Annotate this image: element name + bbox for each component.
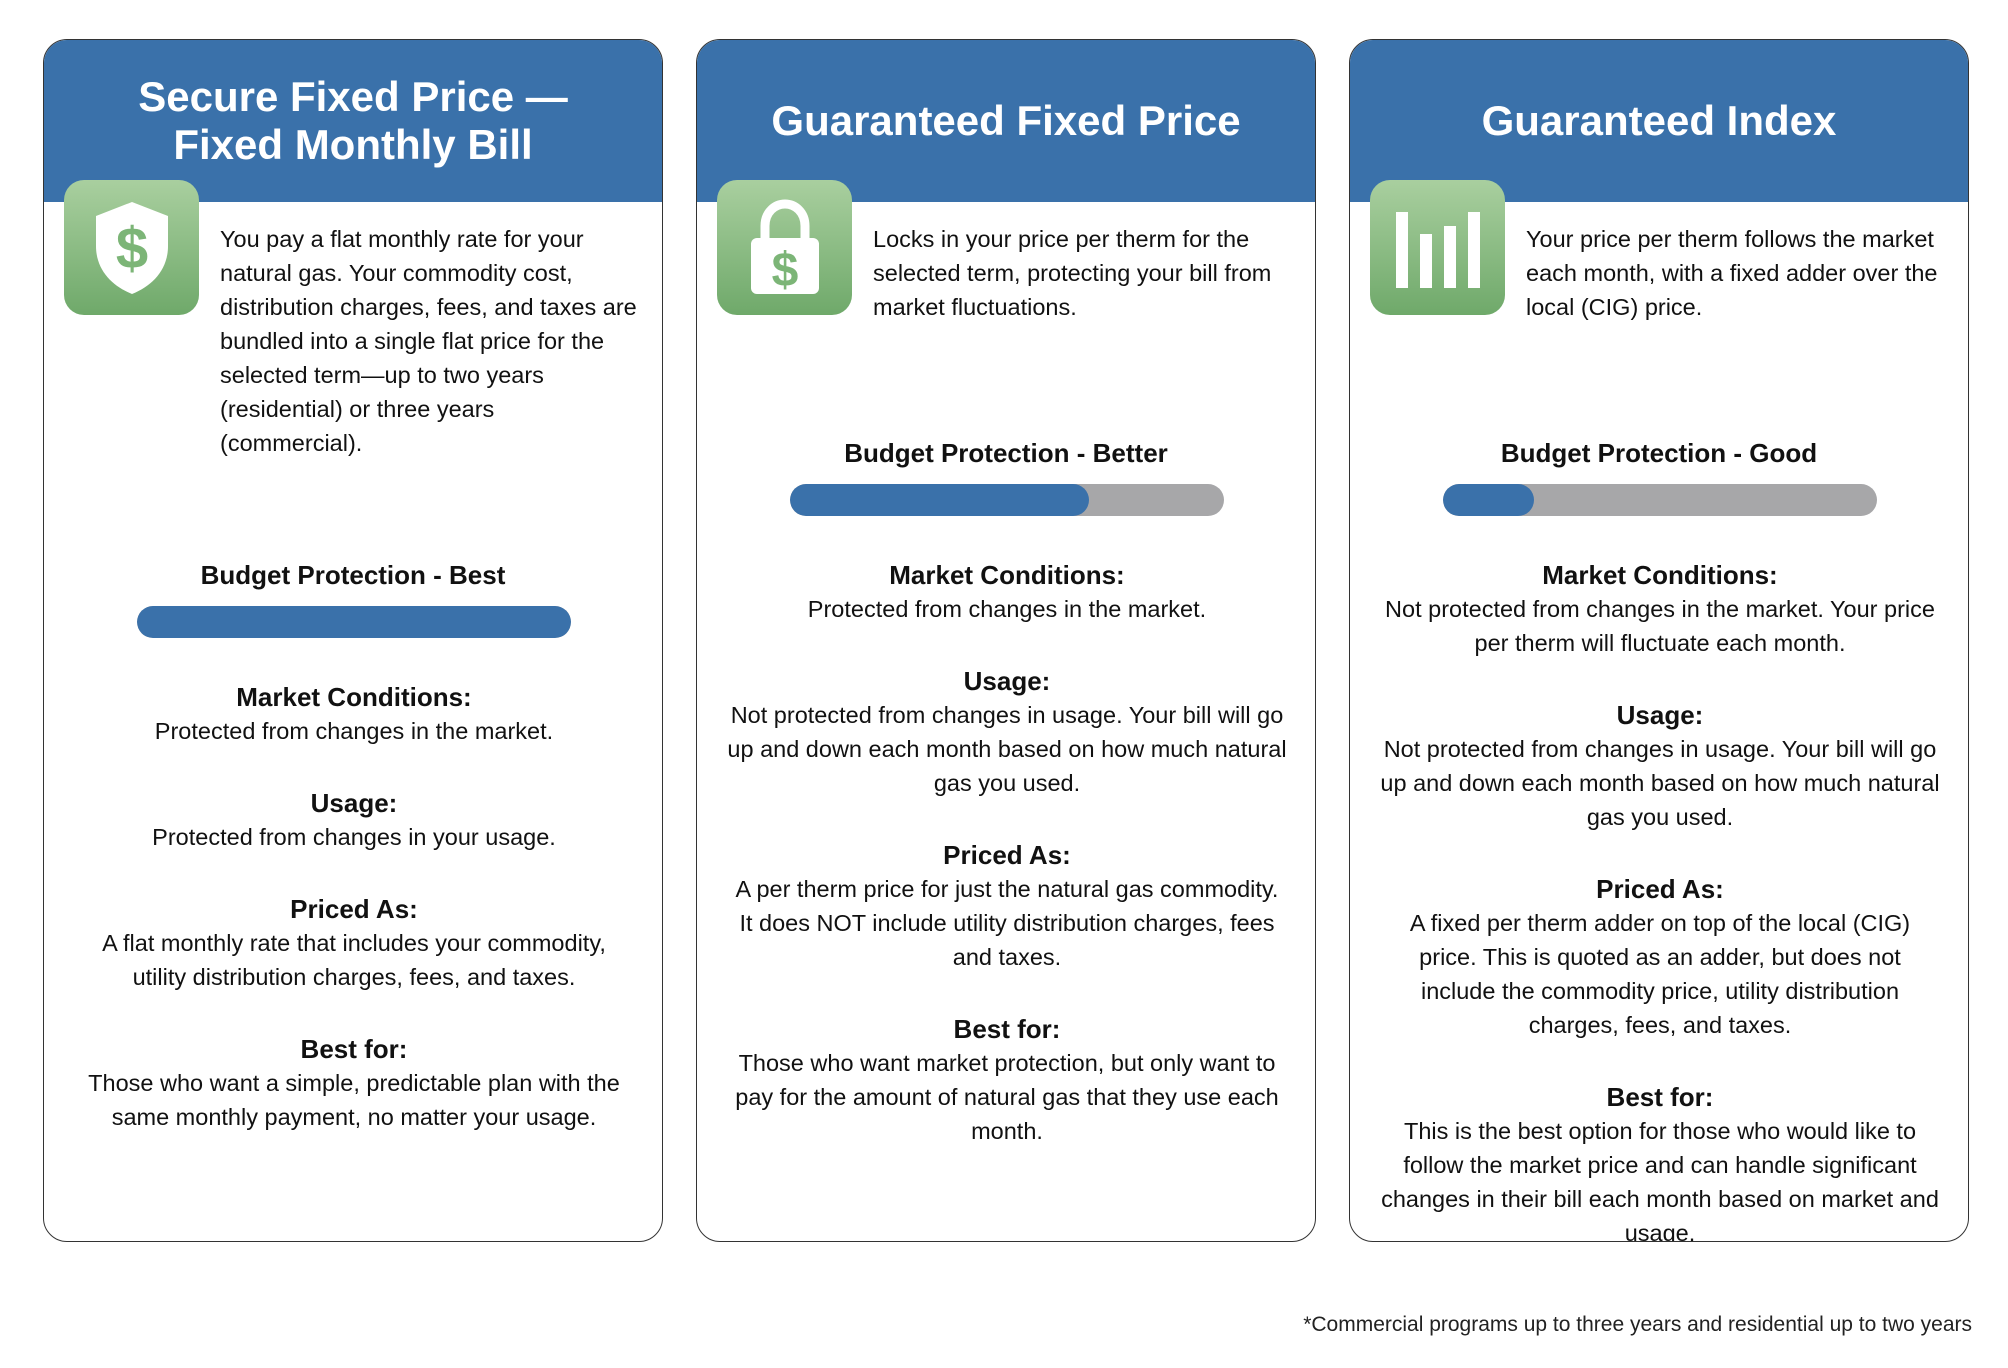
plan-card-guaranteed-index: Guaranteed Index Your price per therm fo…: [1349, 39, 1969, 1242]
usage-section: Usage: Not protected from changes in usa…: [727, 664, 1287, 800]
plan-card-secure-fixed-price: Secure Fixed Price — Fixed Monthly Bill …: [43, 39, 663, 1242]
best-for-section: Best for: Those who want a simple, predi…: [74, 1032, 634, 1134]
usage-text: Not protected from changes in usage. You…: [1380, 736, 1940, 830]
budget-protection-label: Budget Protection - Good: [1500, 438, 1818, 468]
usage-section: Usage: Not protected from changes in usa…: [1380, 698, 1940, 834]
priced-as-section: Priced As: A per therm price for just th…: [727, 838, 1287, 974]
market-conditions-text: Protected from changes in the market.: [154, 718, 554, 744]
svg-text:$: $: [771, 244, 798, 297]
priced-as-heading: Priced As:: [943, 840, 1071, 870]
best-for-text: Those who want market protection, but on…: [735, 1050, 1279, 1144]
plan-card-guaranteed-fixed-price: Guaranteed Fixed Price $ Locks in your p…: [696, 39, 1316, 1242]
market-conditions-section: Market Conditions: Not protected from ch…: [1380, 558, 1940, 660]
market-conditions-heading: Market Conditions:: [889, 560, 1125, 590]
footnote: *Commercial programs up to three years a…: [1303, 1313, 1972, 1336]
priced-as-section: Priced As: A fixed per therm adder on to…: [1380, 872, 1940, 1042]
usage-heading: Usage:: [310, 788, 398, 818]
bar-chart-icon: [1370, 180, 1505, 315]
market-conditions-heading: Market Conditions:: [1542, 560, 1778, 590]
lock-dollar-icon: $: [717, 180, 852, 315]
best-for-heading: Best for:: [953, 1014, 1061, 1044]
budget-protection-bar: [1443, 484, 1877, 516]
budget-protection-bar: [790, 484, 1224, 516]
budget-protection-fill: [137, 606, 571, 638]
market-conditions-text: Not protected from changes in the market…: [1385, 596, 1935, 656]
best-for-section: Best for: Those who want market protecti…: [727, 1012, 1287, 1148]
usage-heading: Usage:: [1616, 700, 1704, 730]
best-for-section: Best for: This is the best option for th…: [1380, 1080, 1940, 1242]
best-for-heading: Best for:: [300, 1034, 408, 1064]
budget-protection-label: Budget Protection - Better: [844, 438, 1168, 468]
usage-heading: Usage:: [963, 666, 1051, 696]
shield-dollar-icon: $: [64, 180, 199, 315]
usage-text: Not protected from changes in usage. You…: [727, 702, 1287, 796]
card-intro: You pay a flat monthly rate for your nat…: [220, 226, 637, 456]
card-title: Guaranteed Fixed Price: [697, 40, 1315, 202]
market-conditions-text: Protected from changes in the market.: [807, 596, 1207, 622]
budget-protection-bar: [137, 606, 571, 638]
market-conditions-section: Market Conditions: Protected from change…: [74, 680, 634, 748]
priced-as-heading: Priced As:: [290, 894, 418, 924]
usage-text: Protected from changes in your usage.: [152, 824, 556, 850]
market-conditions-section: Market Conditions: Protected from change…: [727, 558, 1287, 626]
usage-section: Usage: Protected from changes in your us…: [74, 786, 634, 854]
svg-text:$: $: [115, 216, 147, 281]
card-intro: Your price per therm follows the market …: [1526, 226, 1938, 320]
priced-as-section: Priced As: A flat monthly rate that incl…: [74, 892, 634, 994]
card-intro: Locks in your price per therm for the se…: [873, 226, 1272, 320]
market-conditions-heading: Market Conditions:: [236, 682, 472, 712]
budget-protection-fill: [790, 484, 1090, 516]
budget-protection-fill: [1443, 484, 1535, 516]
card-title: Guaranteed Index: [1350, 40, 1968, 202]
best-for-text: Those who want a simple, predictable pla…: [88, 1070, 620, 1130]
priced-as-text: A flat monthly rate that includes your c…: [102, 930, 606, 990]
best-for-heading: Best for:: [1606, 1082, 1714, 1112]
best-for-text: This is the best option for those who wo…: [1381, 1118, 1939, 1242]
priced-as-text: A fixed per therm adder on top of the lo…: [1409, 910, 1911, 1038]
budget-protection-label: Budget Protection - Best: [200, 560, 506, 590]
priced-as-text: A per therm price for just the natural g…: [735, 876, 1279, 970]
card-title: Secure Fixed Price — Fixed Monthly Bill: [44, 40, 662, 202]
priced-as-heading: Priced As:: [1596, 874, 1724, 904]
